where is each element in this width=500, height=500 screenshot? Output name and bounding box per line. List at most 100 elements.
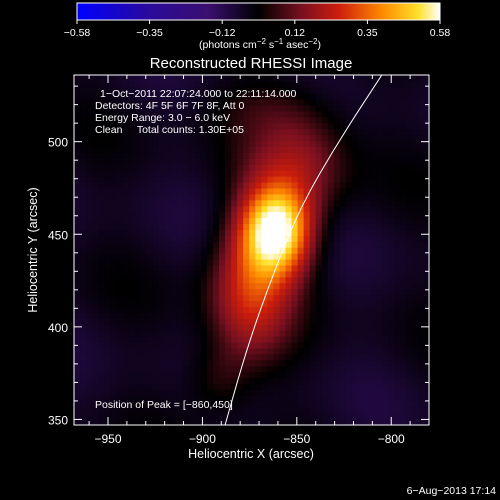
- heatmap-cell: [164, 306, 172, 313]
- heatmap-cell: [412, 229, 419, 236]
- heatmap-cell: [291, 270, 299, 278]
- heatmap-cell: [370, 122, 377, 130]
- heatmap-cell: [86, 282, 93, 290]
- heatmap-cell: [309, 336, 317, 343]
- heatmap-cell: [146, 229, 154, 236]
- heatmap-cell: [285, 371, 293, 379]
- heatmap-cell: [128, 247, 135, 254]
- heatmap-cell: [309, 377, 317, 385]
- heatmap-cell: [406, 105, 413, 112]
- heatmap-cell: [406, 288, 413, 296]
- heatmap-cell: [116, 288, 123, 296]
- heatmap-cell: [370, 176, 377, 183]
- heatmap-cell: [418, 75, 425, 82]
- heatmap-cell: [237, 176, 244, 183]
- heatmap-cell: [327, 182, 335, 189]
- heatmap-cell: [339, 306, 347, 313]
- heatmap-cell: [315, 294, 323, 302]
- heatmap-cell: [212, 116, 220, 124]
- heatmap-cell: [86, 365, 93, 373]
- heatmap-cell: [249, 270, 256, 278]
- heatmap-cell: [212, 99, 220, 106]
- heatmap-cell: [152, 371, 160, 379]
- heatmap-cell: [194, 306, 202, 313]
- heatmap-cell: [188, 187, 196, 195]
- heatmap-cell: [158, 134, 166, 142]
- heatmap-cell: [382, 164, 389, 171]
- heatmap-cell: [345, 401, 353, 408]
- heatmap-cell: [92, 330, 99, 337]
- heatmap-cell: [237, 93, 244, 100]
- heatmap-cell: [261, 199, 268, 207]
- heatmap-cell: [297, 401, 305, 408]
- heatmap-cell: [158, 205, 166, 213]
- heatmap-cell: [122, 193, 129, 201]
- heatmap-cell: [243, 282, 250, 290]
- heatmap-cell: [327, 342, 335, 349]
- heatmap-cell: [291, 365, 299, 373]
- heatmap-cell: [376, 253, 383, 260]
- heatmap-cell: [297, 170, 305, 177]
- heatmap-cell: [80, 105, 87, 112]
- heatmap-cell: [333, 217, 341, 225]
- heatmap-cell: [382, 413, 389, 420]
- heatmap-cell: [345, 347, 353, 355]
- heatmap-cell: [315, 99, 323, 106]
- heatmap-cell: [297, 229, 305, 236]
- heatmap-cell: [412, 276, 419, 284]
- heatmap-cell: [382, 288, 389, 296]
- heatmap-cell: [249, 342, 256, 349]
- heatmap-cell: [351, 270, 359, 278]
- heatmap-cell: [358, 407, 365, 414]
- heatmap-cell: [345, 282, 353, 290]
- heatmap-cell: [279, 294, 286, 302]
- heatmap-cell: [152, 270, 160, 278]
- heatmap-cell: [315, 140, 323, 147]
- heatmap-cell: [104, 81, 111, 88]
- heatmap-cell: [297, 353, 305, 361]
- heatmap-cell: [104, 294, 111, 302]
- heatmap-cell: [327, 193, 335, 201]
- heatmap-cell: [128, 377, 135, 385]
- heatmap-cell: [321, 265, 329, 272]
- heatmap-cell: [80, 75, 87, 82]
- heatmap-cell: [358, 294, 365, 302]
- heatmap-cell: [152, 229, 160, 236]
- heatmap-cell: [152, 336, 160, 343]
- heatmap-cell: [182, 276, 190, 284]
- heatmap-cell: [158, 353, 166, 361]
- heatmap-cell: [418, 116, 425, 124]
- heatmap-cell: [358, 276, 365, 284]
- heatmap-cell: [182, 407, 190, 414]
- heatmap-cell: [333, 300, 341, 307]
- heatmap-cell: [406, 282, 413, 290]
- heatmap-cell: [279, 105, 286, 112]
- heatmap-cell: [303, 377, 311, 385]
- heatmap-cell: [351, 81, 359, 88]
- heatmap-cell: [182, 365, 190, 373]
- heatmap-cell: [400, 122, 407, 130]
- heatmap-cell: [86, 205, 93, 213]
- heatmap-cell: [212, 318, 220, 325]
- heatmap-cell: [86, 359, 93, 367]
- heatmap-cell: [134, 235, 141, 242]
- heatmap-cell: [303, 229, 311, 236]
- heatmap-cell: [110, 170, 117, 177]
- heatmap-cell: [176, 93, 184, 100]
- heatmap-cell: [327, 187, 335, 195]
- heatmap-cell: [116, 235, 123, 242]
- heatmap-cell: [188, 110, 196, 118]
- heatmap-cell: [225, 122, 232, 130]
- heatmap-cell: [110, 146, 117, 153]
- y-tick-label: 350: [48, 413, 68, 427]
- heatmap-cell: [370, 134, 377, 142]
- heatmap-cell: [200, 211, 208, 219]
- heatmap-cell: [74, 282, 81, 290]
- heatmap-cell: [382, 110, 389, 118]
- heatmap-cell: [261, 318, 268, 325]
- heatmap-cell: [206, 223, 214, 230]
- plot-frame: [73, 74, 430, 426]
- heatmap-cell: [140, 87, 148, 94]
- heatmap-cell: [376, 383, 383, 390]
- heatmap-cell: [424, 152, 429, 159]
